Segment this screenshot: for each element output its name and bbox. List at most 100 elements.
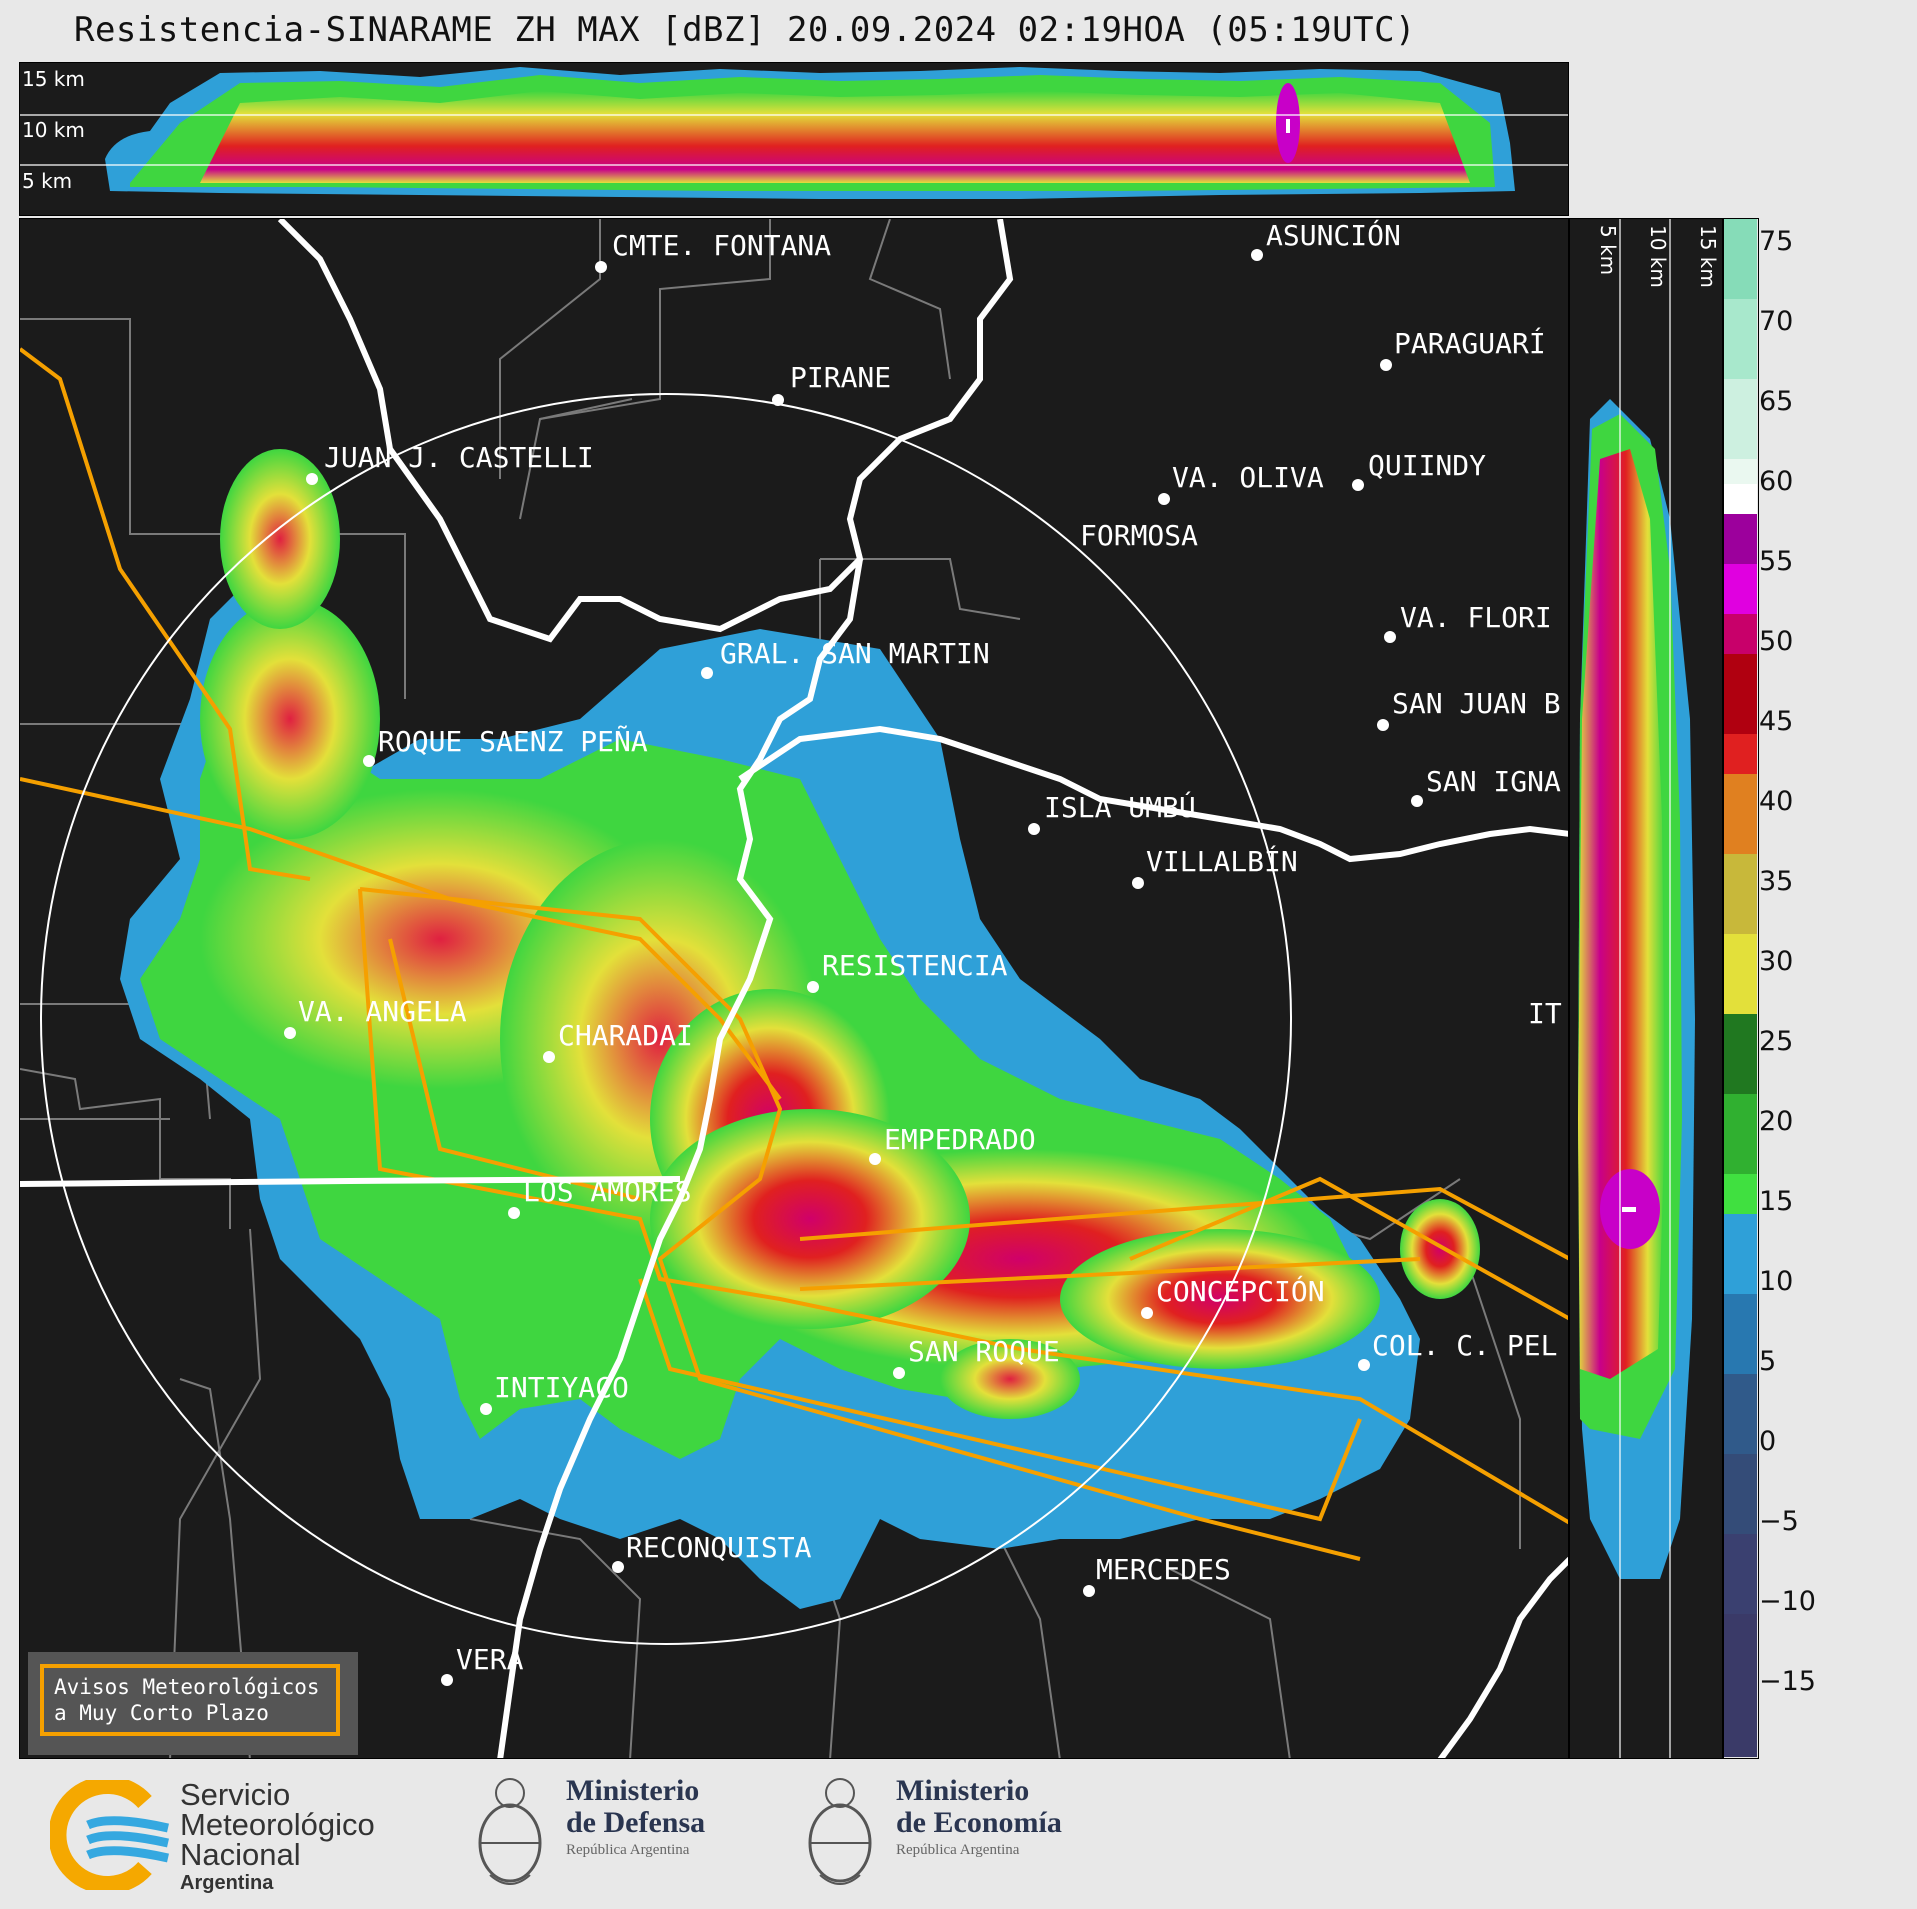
city-dot-concepcion [1141,1307,1153,1319]
city-label-charadai: CHARADAI [558,1019,693,1052]
radar-echoes [120,449,1480,1609]
city-dot-cmte-fontana [595,261,607,273]
city-label-empedrado: EMPEDRADO [884,1123,1036,1156]
city-dot-intiyaco [480,1403,492,1415]
map-title: Resistencia-SINARAME ZH MAX [dBZ] 20.09.… [73,10,1417,50]
colorbar-tick-55: 55 [1759,546,1794,577]
city-label-resistencia: RESISTENCIA [822,949,1008,982]
city-label-pirane: PIRANE [790,361,892,394]
city-label-juan-j-castelli: JUAN J. CASTELLI [324,441,594,474]
colorbar-tick-30: 30 [1759,946,1794,977]
right-height-label-15km: 15 km [1696,225,1720,288]
city-dot-los-amores [508,1207,520,1219]
city-label-cmte-fontana: CMTE. FONTANA [612,229,832,262]
colorbar [1723,218,1759,1759]
city-label-san-roque: SAN ROQUE [908,1335,1060,1368]
economia-logo-line-1: Ministerio [896,1774,1030,1807]
colorbar-tick-10: 10 [1759,1266,1794,1297]
smn-logo-line-3: Nacional [180,1837,301,1872]
smn-logo: Servicio Meteorológico Nacional Argentin… [48,1776,410,1894]
colorbar-tick-minus-15: −15 [1759,1666,1816,1697]
city-label-asuncion: ASUNCIÓN [1266,219,1401,252]
colorbar-scale [1724,219,1757,1757]
city-dot-va-oliva [1158,493,1170,505]
city-label-san-juan-b: SAN JUAN B [1392,687,1561,720]
city-dot-vera [441,1674,453,1686]
avisos-notice-box: Avisos Meteorológicos a Muy Corto Plazo [28,1652,358,1755]
colorbar-tick-20: 20 [1759,1106,1794,1137]
city-dot-va-angela [284,1027,296,1039]
city-label-roque-saenz-pena: ROQUE SAENZ PEÑA [378,725,648,758]
right-height-label-5km: 5 km [1596,225,1620,276]
colorbar-tick-40: 40 [1759,786,1794,817]
city-label-vera: VERA [456,1643,524,1676]
colorbar-tick-15: 15 [1759,1186,1794,1217]
colorbar-tick-minus-10: −10 [1759,1586,1816,1617]
city-label-reconquista: RECONQUISTA [626,1531,812,1564]
defensa-logo: Ministerio de Defensa República Argentin… [470,1765,770,1895]
city-label-va-oliva: VA. OLIVA [1172,461,1324,494]
colorbar-tick-45: 45 [1759,706,1794,737]
city-dot-empedrado [869,1153,881,1165]
city-label-va-angela: VA. ANGELA [298,995,467,1028]
city-label-paraguari: PARAGUARÍ [1394,327,1546,360]
top-height-label-5km: 5 km [22,169,73,193]
defensa-logo-line-2: de Defensa [566,1806,706,1839]
city-label-los-amores: LOS AMORES [523,1175,692,1208]
colorbar-tick-minus-5: −5 [1759,1506,1799,1537]
avisos-line-1: Avisos Meteorológicos [54,1675,320,1699]
colorbar-tick-60: 60 [1759,466,1794,497]
colorbar-tick-35: 35 [1759,866,1794,897]
warning-polygons [20,347,1568,1561]
economia-logo-line-3: República Argentina [896,1842,1020,1858]
city-label-intiyaco: INTIYACO [494,1371,629,1404]
city-dot-charadai [543,1051,555,1063]
top-height-label-10km: 10 km [22,118,85,142]
smn-logo-line-2: Meteorológico [180,1807,375,1842]
top-cross-section: 15 km 10 km 5 km [19,62,1569,216]
rivers-and-borders [20,219,1568,1758]
city-dot-resistencia [807,981,819,993]
city-dot-asuncion [1251,249,1263,261]
smn-logo-line-4: Argentina [180,1872,274,1894]
economia-logo: Ministerio de Economía República Argenti… [800,1765,1120,1895]
colorbar-tick-50: 50 [1759,626,1794,657]
top-height-label-15km: 15 km [22,67,85,91]
smn-logo-icon [48,1776,169,1894]
city-label-quiindy: QUIINDY [1368,449,1487,482]
city-label-isla-umbu: ISLA UMBÚ [1044,791,1196,824]
city-dot-gral-san-martin [701,667,713,679]
radar-map: CMTE. FONTANA ASUNCIÓN PARAGUARÍ PIRANE … [19,218,1569,1759]
colorbar-tick-70: 70 [1759,306,1794,337]
city-dot-roque-saenz-pena [363,755,375,767]
city-dot-mercedes [1083,1585,1095,1597]
city-label-villalbin: VILLALBÍN [1146,845,1298,878]
city-dot-reconquista [612,1561,624,1573]
city-label-gral-san-martin: GRAL. SAN MARTIN [720,637,990,670]
city-dot-pirane [772,394,784,406]
city-label-mercedes: MERCEDES [1096,1553,1231,1586]
right-height-label-10km: 10 km [1646,225,1670,288]
city-dot-paraguari [1380,359,1392,371]
coat-of-arms-icon [478,1778,542,1885]
top-cross-section-echo [20,67,1568,199]
city-dot-isla-umbu [1028,823,1040,835]
colorbar-tick-0: 0 [1759,1426,1777,1457]
defensa-logo-line-1: Ministerio [566,1774,700,1807]
city-dot-va-flori [1384,631,1396,643]
city-dot-san-igna [1411,795,1423,807]
avisos-line-2: a Muy Corto Plazo [54,1701,269,1725]
city-label-san-igna: SAN IGNA [1426,765,1561,798]
city-dot-quiindy [1352,479,1364,491]
city-label-va-flori: VA. FLORI [1400,601,1552,634]
right-cross-section: 5 km 10 km 15 km [1569,218,1723,1759]
colorbar-tick-25: 25 [1759,1026,1794,1057]
city-dot-villalbin [1132,877,1144,889]
defensa-logo-line-3: República Argentina [566,1842,690,1858]
economia-logo-line-2: de Economía [896,1806,1062,1839]
city-label-it: IT [1528,997,1562,1030]
coat-of-arms-icon [808,1778,872,1885]
radar-map-graphic [20,219,1568,1758]
colorbar-tick-75: 75 [1759,226,1794,257]
city-dot-juan-j-castelli [306,473,318,485]
